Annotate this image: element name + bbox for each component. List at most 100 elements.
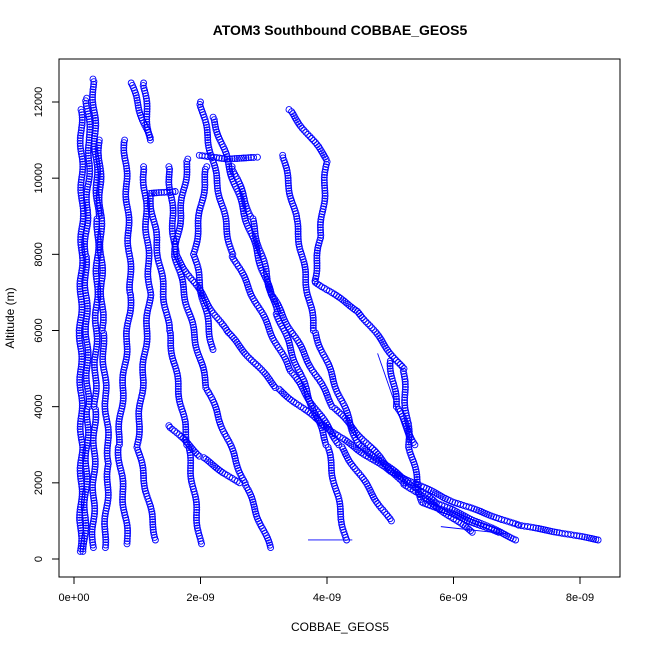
data-point bbox=[215, 415, 223, 423]
data-point bbox=[149, 521, 157, 528]
data-point bbox=[153, 233, 161, 241]
data-point bbox=[89, 439, 97, 447]
data-point bbox=[123, 175, 131, 183]
data-point bbox=[93, 335, 101, 343]
data-point bbox=[222, 215, 230, 223]
data-point bbox=[101, 510, 109, 517]
data-point bbox=[168, 219, 176, 227]
data-point bbox=[127, 291, 135, 299]
data-point bbox=[99, 347, 107, 355]
data-point bbox=[284, 177, 292, 185]
data-point bbox=[213, 179, 221, 187]
data-point bbox=[143, 105, 151, 113]
data-point bbox=[240, 154, 248, 162]
data-point bbox=[366, 322, 374, 330]
data-point bbox=[328, 467, 335, 474]
data-point bbox=[91, 353, 99, 361]
data-point bbox=[194, 230, 202, 238]
data-point bbox=[97, 251, 105, 259]
data-point bbox=[187, 467, 194, 475]
data-point bbox=[135, 430, 143, 438]
data-point bbox=[161, 303, 169, 311]
data-point bbox=[101, 523, 109, 531]
data-point bbox=[123, 335, 131, 343]
data-point bbox=[553, 528, 561, 536]
data-point bbox=[143, 110, 151, 118]
data-point bbox=[321, 166, 329, 174]
data-point bbox=[104, 439, 112, 447]
data-point bbox=[75, 324, 83, 332]
data-point bbox=[285, 187, 293, 195]
data-point bbox=[316, 221, 324, 229]
data-point bbox=[127, 268, 135, 276]
data-point bbox=[183, 163, 191, 171]
data-point bbox=[102, 379, 110, 387]
data-point bbox=[80, 506, 88, 514]
data-point bbox=[233, 155, 241, 162]
data-point bbox=[102, 413, 110, 421]
data-point bbox=[115, 456, 123, 464]
data-point bbox=[146, 136, 154, 144]
data-point bbox=[135, 410, 143, 418]
data-point bbox=[138, 392, 146, 400]
data-point bbox=[253, 237, 261, 245]
data-point bbox=[145, 252, 153, 260]
data-point bbox=[295, 238, 302, 246]
data-point bbox=[144, 270, 152, 278]
data-point bbox=[119, 493, 127, 501]
data-point bbox=[139, 171, 147, 179]
data-point bbox=[92, 379, 100, 387]
data-point bbox=[396, 361, 404, 368]
data-point bbox=[201, 374, 209, 382]
data-point bbox=[518, 522, 526, 530]
data-point bbox=[103, 449, 111, 457]
data-point bbox=[292, 334, 300, 342]
data-point bbox=[103, 476, 111, 483]
data-point bbox=[214, 184, 221, 192]
data-point bbox=[313, 247, 321, 254]
data-point bbox=[97, 254, 105, 261]
data-point bbox=[201, 371, 209, 379]
data-point bbox=[174, 375, 182, 383]
data-point bbox=[168, 196, 176, 204]
data-point bbox=[115, 459, 123, 467]
data-point bbox=[200, 189, 208, 196]
data-point bbox=[76, 337, 84, 345]
data-point bbox=[244, 154, 252, 162]
data-point bbox=[77, 386, 84, 394]
data-point bbox=[263, 275, 271, 283]
data-point bbox=[92, 122, 100, 130]
data-point bbox=[119, 496, 126, 503]
data-point bbox=[362, 318, 370, 326]
x-tick-label: 4e-09 bbox=[313, 592, 341, 604]
data-point bbox=[101, 531, 109, 538]
data-point bbox=[150, 528, 157, 536]
data-point bbox=[284, 172, 292, 180]
data-point bbox=[379, 506, 387, 514]
data-point bbox=[154, 257, 162, 265]
data-point bbox=[192, 243, 200, 251]
data-point bbox=[180, 283, 187, 291]
data-point bbox=[82, 447, 90, 455]
data-point bbox=[182, 423, 190, 431]
data-point bbox=[171, 250, 178, 258]
data-point bbox=[165, 422, 173, 430]
data-point bbox=[368, 324, 376, 332]
data-point bbox=[84, 211, 92, 219]
data-point bbox=[86, 167, 94, 175]
data-point bbox=[387, 372, 395, 380]
data-point bbox=[101, 512, 109, 520]
data-point bbox=[104, 489, 112, 497]
data-point bbox=[127, 263, 135, 271]
data-point bbox=[290, 332, 298, 340]
data-point bbox=[79, 204, 87, 212]
data-point bbox=[97, 170, 105, 178]
data-point bbox=[319, 205, 327, 213]
data-point bbox=[224, 158, 232, 166]
data-point bbox=[134, 99, 142, 107]
data-point bbox=[205, 320, 213, 328]
data-point bbox=[204, 315, 212, 323]
data-point bbox=[159, 280, 167, 288]
data-point bbox=[304, 291, 311, 299]
profile-1 bbox=[79, 94, 94, 555]
